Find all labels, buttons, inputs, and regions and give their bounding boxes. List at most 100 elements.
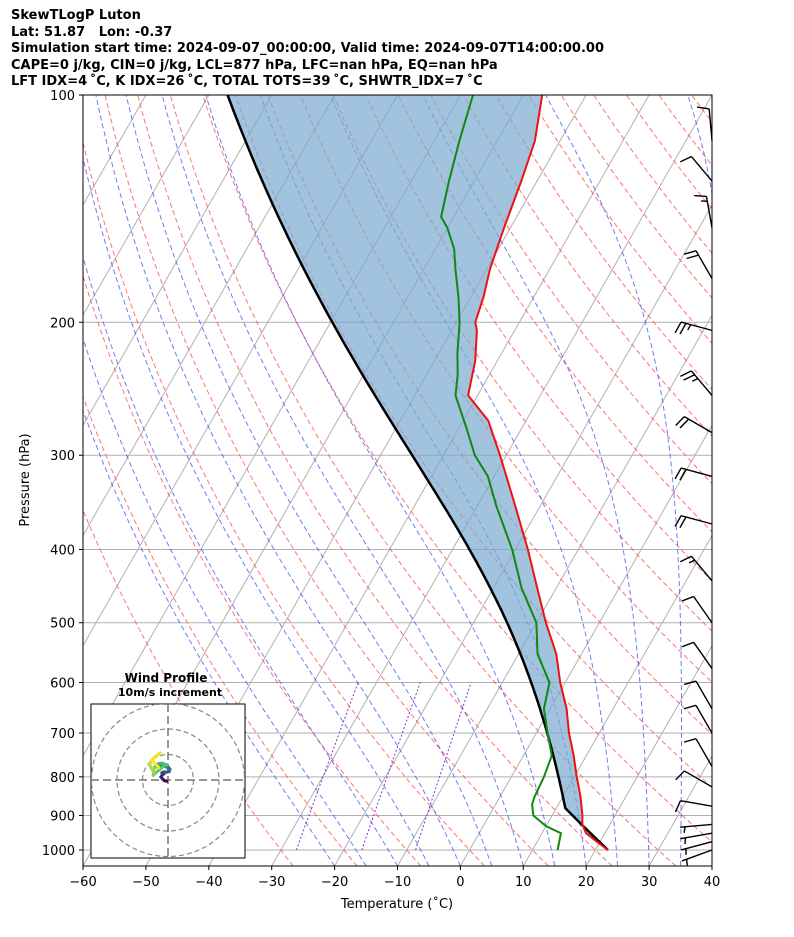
dry-adiabat-200 — [724, 95, 794, 866]
wind-barb-13 — [674, 467, 713, 481]
y-tick-label-7: 800 — [50, 771, 75, 786]
y-axis-label: Pressure (hPa) — [18, 433, 33, 526]
wind-barb-12 — [674, 515, 713, 529]
barb-staff-13 — [680, 467, 713, 478]
barb-half-11 — [688, 559, 695, 564]
x-tick-label-3: −30 — [258, 875, 285, 890]
axes: −60 −50 −40 −30 −20 −10 0 10 20 30 40 100 200 300 400 5… — [42, 89, 720, 890]
barb-staff-6 — [695, 738, 713, 767]
dry-adiabat-0 — [83, 140, 485, 866]
hodograph-segment-23 — [154, 764, 165, 775]
barb-flag-9-0 — [681, 641, 694, 648]
barb-flag-16-0 — [674, 321, 682, 334]
wind-barb-9 — [681, 641, 713, 669]
x-axis-label: Temperature (˚C) — [340, 896, 453, 912]
hodograph-plot — [91, 704, 245, 858]
barb-half-3 — [683, 826, 686, 834]
chart-header: SkewTLogP Luton Lat: 51.87 Lon: -0.37 Simu… — [11, 8, 604, 91]
dry-adiabat-80 — [332, 95, 712, 632]
barb-flag-4-0 — [674, 800, 682, 813]
barb-staff-3 — [680, 823, 713, 828]
barb-staff-20 — [708, 108, 713, 141]
barb-half-0 — [685, 859, 688, 866]
wind-barb-8 — [683, 680, 713, 710]
barb-flag-19-0 — [680, 155, 692, 163]
y-tick-label-1: 200 — [50, 316, 75, 331]
barb-staff-9 — [693, 641, 713, 669]
barb-flag-5-0 — [675, 770, 685, 781]
moist-adiabat--15 — [83, 337, 367, 866]
mixing-ratio-1 — [361, 682, 421, 851]
isotherm-10 — [522, 534, 712, 866]
barb-flag-20-0 — [696, 106, 710, 110]
dry-adiabat-120 — [463, 95, 712, 437]
wind-barb-18 — [694, 194, 713, 229]
barb-staff-2 — [680, 832, 713, 840]
barb-staff-0 — [681, 849, 713, 862]
wind-barb-20 — [696, 106, 713, 141]
isotherm--110 — [83, 95, 210, 317]
y-tick-label-6: 700 — [50, 727, 75, 742]
barb-staff-15 — [690, 370, 713, 396]
wind-barb-5 — [675, 770, 713, 788]
x-tick-label-10: 40 — [704, 875, 721, 890]
barb-flag-17-1 — [686, 254, 699, 260]
barb-flag-12-0 — [674, 515, 682, 527]
wind-barb-10 — [681, 595, 713, 624]
dry-adiabat-100 — [397, 95, 712, 533]
dry-adiabat--30 — [83, 509, 294, 866]
barb-staff-17 — [695, 250, 713, 279]
moist-adiabat--10 — [83, 255, 398, 866]
dry-adiabat-30 — [169, 95, 677, 866]
moist-adiabat-0 — [95, 95, 461, 866]
hodograph-ring-2 — [91, 704, 245, 858]
profile-lines — [226, 95, 609, 851]
barb-flag-10-0 — [681, 595, 694, 602]
barb-flag-12-1 — [679, 516, 687, 529]
moist-adiabat-25 — [330, 95, 619, 866]
barb-staff-4 — [680, 799, 713, 807]
wind-barb-6 — [683, 738, 713, 767]
wind-barb-15 — [680, 370, 713, 396]
x-tick-label-8: 20 — [578, 875, 595, 890]
wind-barb-0 — [681, 849, 713, 866]
barb-flag-14-0 — [675, 416, 685, 426]
dry-adiabat-180 — [658, 95, 712, 167]
wind-barb-7 — [683, 704, 713, 734]
wind-barb-2 — [680, 832, 713, 845]
dewpoint-line — [440, 95, 563, 851]
mixing-ratio-0.4 — [295, 682, 359, 851]
isotherm--100 — [83, 95, 273, 427]
moist-adiabat--20 — [83, 409, 336, 866]
y-tick-label-4: 500 — [50, 617, 75, 632]
location-line: Lat: 51.87 Lon: -0.37 — [11, 24, 173, 40]
wind-barb-4 — [674, 799, 713, 813]
barb-flag-15-1 — [683, 374, 695, 381]
barb-flag-8-0 — [683, 680, 697, 686]
moist-adiabat-35 — [545, 95, 682, 866]
barb-staff-7 — [695, 704, 713, 734]
wind-barb-11 — [680, 555, 713, 582]
mixing-ratio-2 — [415, 682, 472, 851]
moist-adiabat-10 — [161, 95, 524, 866]
dry-adiabat-160 — [593, 95, 712, 254]
barb-staff-8 — [695, 680, 713, 710]
isotherm-40 — [711, 864, 712, 866]
parcel-line — [226, 95, 609, 851]
x-tick-label-1: −50 — [132, 875, 159, 890]
y-tick-label-5: 600 — [50, 677, 75, 692]
barb-staff-19 — [690, 156, 713, 182]
wind-barb-1 — [680, 841, 713, 855]
barb-flag-11-0 — [680, 555, 692, 563]
x-tick-label-0: −60 — [69, 875, 96, 890]
hodograph-segment-30 — [150, 751, 162, 762]
y-tick-label-8: 900 — [50, 809, 75, 824]
dry-adiabat-150 — [560, 95, 712, 299]
x-tick-label-7: 10 — [515, 875, 532, 890]
barb-flag-14-1 — [679, 418, 690, 429]
barb-flag-16-1 — [679, 323, 687, 335]
barb-staff-10 — [693, 596, 713, 624]
barb-staff-1 — [680, 841, 713, 851]
x-tick-label-9: 30 — [641, 875, 658, 890]
